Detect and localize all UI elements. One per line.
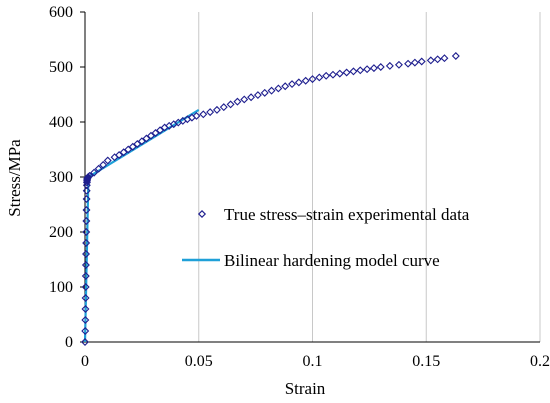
data-point xyxy=(82,186,91,195)
data-point xyxy=(240,95,249,104)
y-tick-label: 200 xyxy=(49,224,73,241)
data-point xyxy=(81,261,90,269)
y-tick-label: 600 xyxy=(49,4,73,21)
x-tick-label: 0.05 xyxy=(185,353,213,370)
data-point xyxy=(115,151,124,159)
y-tick-label: 300 xyxy=(49,169,73,186)
data-point xyxy=(103,156,112,165)
data-point xyxy=(322,71,331,80)
data-point xyxy=(85,171,94,180)
data-point xyxy=(410,58,419,67)
grid-lines xyxy=(198,12,541,342)
y-tick-labels: 0 100 200 300 400 500 600 xyxy=(49,4,73,351)
data-point xyxy=(81,294,90,302)
data-point xyxy=(233,97,242,106)
data-point xyxy=(82,206,91,214)
experimental-data-series xyxy=(81,52,460,346)
data-point xyxy=(260,88,269,97)
data-point xyxy=(226,100,235,109)
data-point xyxy=(315,73,324,82)
data-point xyxy=(219,103,228,112)
data-point xyxy=(281,82,290,91)
data-point xyxy=(81,316,90,324)
data-point xyxy=(206,108,215,117)
data-point xyxy=(128,142,137,151)
legend-label-experimental: True stress–strain experimental data xyxy=(224,205,470,224)
data-point xyxy=(199,110,208,119)
data-point xyxy=(81,272,90,280)
data-point xyxy=(288,80,297,89)
data-point xyxy=(133,140,142,148)
data-point xyxy=(294,78,303,87)
x-axis-title: Strain xyxy=(285,379,326,398)
x-tick-label: 0.15 xyxy=(412,353,440,370)
data-point xyxy=(81,327,90,335)
data-point xyxy=(82,195,91,203)
x-tick-label: 0 xyxy=(81,353,89,370)
data-point xyxy=(81,338,89,346)
data-point xyxy=(426,56,435,65)
x-tick-labels: 0 0.05 0.1 0.15 0.2 xyxy=(81,353,550,370)
data-point xyxy=(81,283,90,291)
axes xyxy=(80,11,540,343)
data-point xyxy=(433,55,442,64)
data-point xyxy=(274,84,283,93)
data-point xyxy=(385,61,394,70)
data-point xyxy=(376,63,385,71)
data-point xyxy=(124,145,133,154)
y-axis-title: Stress/MPa xyxy=(5,139,24,217)
data-point xyxy=(90,168,99,177)
data-point xyxy=(394,60,403,69)
data-point xyxy=(308,75,317,84)
legend: True stress–strain experimental data Bil… xyxy=(182,205,470,270)
data-point xyxy=(356,66,365,75)
data-point xyxy=(247,93,256,102)
y-tick-label: 0 xyxy=(65,334,73,351)
data-point xyxy=(301,76,310,85)
data-point xyxy=(335,69,344,78)
y-tick-label: 500 xyxy=(49,59,73,76)
x-tick-label: 0.2 xyxy=(530,353,550,370)
data-point xyxy=(451,52,460,60)
data-point xyxy=(151,129,160,137)
data-point xyxy=(328,70,337,79)
data-point xyxy=(82,228,91,236)
y-tick-label: 100 xyxy=(49,279,73,296)
data-point xyxy=(267,86,276,95)
x-tick-label: 0.1 xyxy=(303,353,323,370)
data-point xyxy=(417,57,426,66)
data-point xyxy=(94,164,103,173)
data-point xyxy=(192,111,201,120)
data-point xyxy=(212,105,221,114)
y-tick-label: 400 xyxy=(49,114,73,131)
data-point xyxy=(142,134,151,143)
data-point xyxy=(82,250,91,258)
data-point xyxy=(363,65,372,74)
data-point xyxy=(369,64,378,73)
data-point xyxy=(137,137,146,146)
data-point xyxy=(99,160,108,169)
data-point xyxy=(156,126,165,135)
data-point xyxy=(440,54,449,63)
data-point xyxy=(349,67,358,76)
data-point xyxy=(82,239,91,247)
data-point xyxy=(342,68,351,77)
data-point xyxy=(81,305,90,313)
data-point xyxy=(253,91,262,100)
legend-scatter-marker xyxy=(197,209,207,219)
legend-label-model: Bilinear hardening model curve xyxy=(224,251,440,270)
data-point xyxy=(146,131,155,140)
data-point xyxy=(404,59,413,68)
data-point xyxy=(82,217,91,225)
data-point xyxy=(119,148,128,157)
